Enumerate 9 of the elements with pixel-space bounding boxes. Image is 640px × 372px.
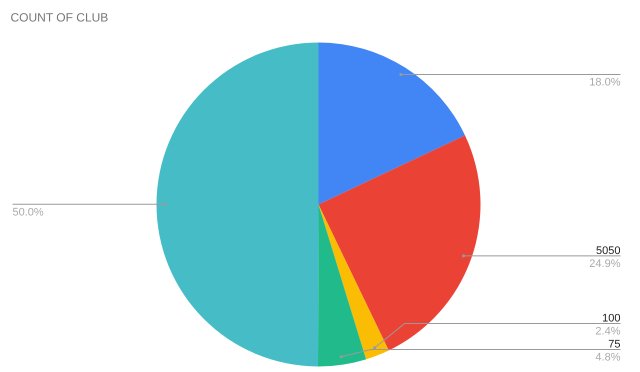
data-label: 18.0% [589, 76, 621, 89]
chart-title: COUNT OF CLUB [10, 10, 108, 24]
slice-label: 100 [602, 312, 621, 324]
data-label: 2.4% [595, 326, 621, 338]
data-label: 50.0% [12, 206, 44, 218]
slice-label: 5050 [596, 244, 621, 257]
data-label: 4.8% [595, 352, 621, 364]
data-label: 24.9% [589, 258, 621, 270]
slice-label: 75 [608, 338, 621, 350]
